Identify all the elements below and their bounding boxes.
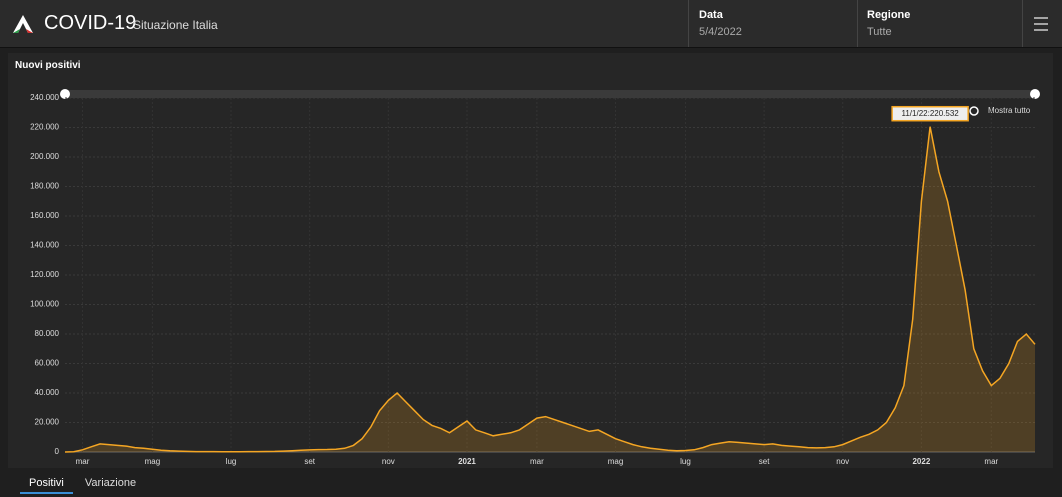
x-tick-label: nov (836, 457, 849, 466)
region-label: Regione (867, 9, 911, 21)
x-tick-label: mar (530, 457, 544, 466)
y-tick-label: 0 (55, 447, 60, 456)
y-tick-label: 240.000 (30, 93, 59, 102)
date-label: Data (699, 9, 723, 21)
scroll-handle[interactable] (1030, 89, 1040, 99)
chart-panel: Nuovi positivi Mostra tutto 0 20.000 40.00… (8, 53, 1053, 468)
x-tick-label: set (759, 457, 770, 466)
x-tick-label: mar (76, 457, 90, 466)
x-tick-label: 2021 (458, 457, 476, 466)
x-tick-label: lug (680, 457, 691, 466)
tooltip-box (891, 105, 969, 122)
scrollbar[interactable] (65, 90, 1035, 98)
chart-title: Nuovi positivi (15, 60, 81, 71)
scroll-handle[interactable] (60, 89, 70, 99)
x-tick-label: nov (382, 457, 395, 466)
header: COVID-19 Situazione Italia Data 5/4/2022… (0, 0, 1062, 48)
x-tick-label: lug (226, 457, 237, 466)
y-tick-label: 80.000 (35, 329, 60, 338)
y-tick-label: 100.000 (30, 300, 59, 309)
app-title: COVID-19 (44, 12, 137, 34)
date-value[interactable]: 5/4/2022 (699, 26, 742, 38)
zoom-icon[interactable] (969, 106, 979, 116)
region-value[interactable]: Tutte (867, 26, 892, 38)
line (64, 126, 1036, 453)
chart: Mostra tutto 0 20.000 40.000 60.000 80.000 10… (30, 89, 1040, 466)
x-tick-label: set (304, 457, 315, 466)
tooltip: 11/1/22:220.532 (902, 109, 960, 118)
tabs: Positivi Variazione (20, 474, 145, 494)
zoom-button[interactable]: Mostra tutto (988, 106, 1031, 115)
x-tick-label: mag (608, 457, 624, 466)
y-tick-label: 200.000 (30, 152, 59, 161)
y-tick-label: 220.000 (30, 123, 59, 132)
tab[interactable]: Variazione (84, 477, 137, 489)
y-tick-label: 180.000 (30, 182, 59, 191)
y-tick-label: 20.000 (35, 418, 60, 427)
y-tick-label: 140.000 (30, 241, 59, 250)
logo (13, 15, 33, 33)
y-tick-label: 120.000 (30, 270, 59, 279)
y-tick-label: 160.000 (30, 211, 59, 220)
y-tick-label: 60.000 (35, 359, 60, 368)
tab[interactable]: Positivi (20, 474, 73, 494)
area (65, 126, 1035, 452)
menu-button[interactable] (1034, 17, 1050, 31)
app-subtitle: Situazione Italia (133, 18, 218, 32)
x-tick-label: 2022 (912, 457, 930, 466)
x-tick-label: mar (984, 457, 998, 466)
x-tick-label: mag (145, 457, 161, 466)
y-tick-label: 40.000 (35, 388, 60, 397)
